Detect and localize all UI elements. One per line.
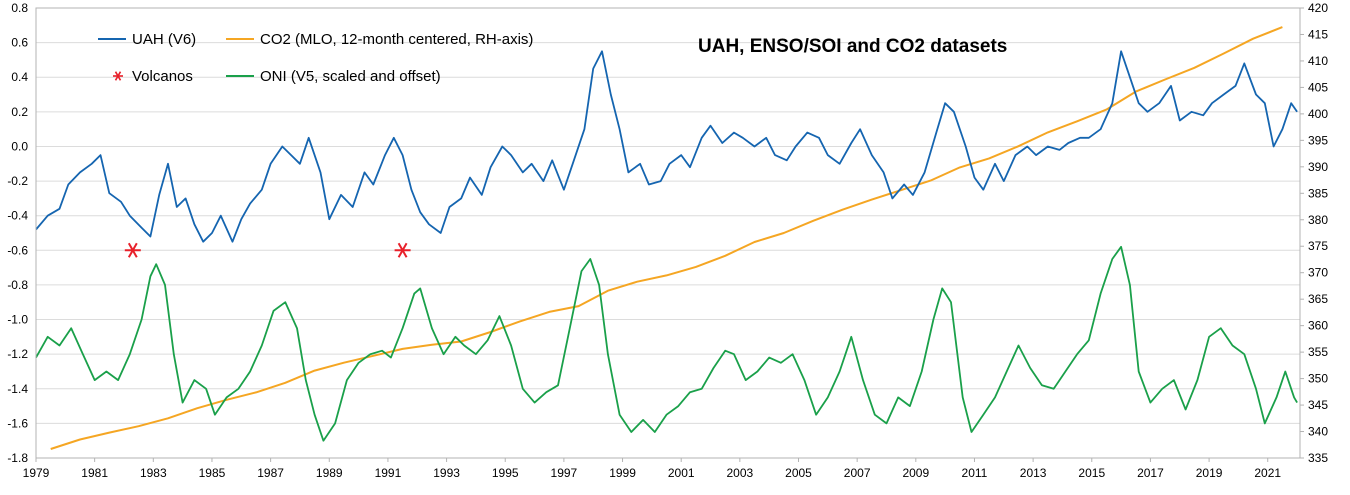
y-right-tick-label: 370 [1308,266,1328,280]
legend-item-co2: CO2 (MLO, 12-month centered, RH-axis) [226,31,533,48]
y-left-tick-label: -1.2 [7,347,28,361]
series-line-co2 [50,26,1283,450]
legend-swatch-volcano-star-icon [113,71,123,81]
chart-title: UAH, ENSO/SOI and CO2 datasets [698,36,1007,57]
plot-frame [35,7,1301,459]
volcano-markers [124,242,411,258]
legend-label-co2: CO2 (MLO, 12-month centered, RH-axis) [260,31,533,48]
y-right-tick-label: 345 [1308,398,1328,412]
y-right-tick-label: 365 [1308,292,1328,306]
x-tick-label: 2003 [726,466,753,480]
x-tick-label: 1993 [433,466,460,480]
y-left-tick-label: 0.0 [11,139,28,153]
y-left-tick-label: -0.6 [7,243,28,257]
y-left-tick-label: 0.6 [11,36,28,50]
legend-item-volcanos: Volcanos [113,68,193,85]
y-right-tick-label: 400 [1308,107,1328,121]
y-left-tick-label: -1.0 [7,313,28,327]
legend-label-uah: UAH (V6) [132,31,196,48]
x-tick-labels: 1979 1981 1983 1985 1987 1989 1991 1993 1995 1997… [23,458,1281,480]
x-tick-label: 2005 [785,466,812,480]
legend-label-oni: ONI (V5, scaled and offset) [260,68,441,85]
y-right-tick-labels: 420 415 410 405 400 395 390 385 380 375 370 365 360 3… [1300,1,1328,465]
y-right-tick-label: 335 [1308,451,1328,465]
y-right-tick-label: 380 [1308,213,1328,227]
volcano-star-icon [394,242,411,258]
x-tick-label: 1991 [375,466,402,480]
x-tick-label: 2017 [1137,466,1164,480]
y-right-tick-label: 405 [1308,80,1328,94]
series-line-uah [35,50,1298,243]
x-tick-label: 1997 [551,466,578,480]
y-right-tick-label: 375 [1308,239,1328,253]
legend-item-uah: UAH (V6) [98,31,196,48]
y-left-tick-label: -0.4 [7,209,28,223]
x-tick-label: 1983 [140,466,167,480]
y-right-tick-label: 415 [1308,27,1328,41]
y-right-tick-label: 420 [1308,1,1328,15]
y-right-tick-label: 395 [1308,133,1328,147]
y-left-tick-label: -1.4 [7,382,28,396]
legend: UAH (V6) CO2 (MLO, 12-month centered, RH… [98,31,533,85]
y-right-tick-label: 385 [1308,186,1328,200]
y-right-tick-label: 390 [1308,160,1328,174]
y-right-tick-label: 340 [1308,425,1328,439]
series-lines [35,26,1298,450]
legend-item-oni: ONI (V5, scaled and offset) [226,68,441,85]
x-tick-label: 1987 [257,466,284,480]
legend-label-volcanos: Volcanos [132,68,193,85]
volcano-star-icon [124,242,141,258]
y-right-tick-label: 410 [1308,54,1328,68]
gridlines [36,7,1300,459]
y-left-tick-label: 0.4 [11,70,28,84]
y-left-tick-label: -0.2 [7,174,28,188]
y-right-tick-label: 360 [1308,319,1328,333]
y-right-tick-label: 350 [1308,372,1328,386]
x-tick-label: 2011 [962,466,988,480]
y-right-tick-label: 355 [1308,345,1328,359]
x-tick-label: 2009 [902,466,929,480]
series-line-oni [35,245,1298,442]
x-tick-label: 1995 [492,466,519,480]
y-left-tick-label: -0.8 [7,278,28,292]
y-left-tick-label: 0.8 [11,1,28,15]
y-left-tick-labels: 0.8 0.6 0.4 0.2 0.0 -0.2 -0.4 -0.6 -0.8 -1.0 -1.2 -… [7,1,28,465]
x-tick-label: 1979 [23,466,50,480]
x-tick-label: 2001 [668,466,695,480]
x-tick-label: 1989 [316,466,343,480]
y-left-tick-label: -1.6 [7,416,28,430]
x-tick-label: 2007 [844,466,871,480]
y-left-tick-label: 0.2 [11,105,28,119]
x-tick-label: 1999 [609,466,636,480]
x-tick-label: 1985 [199,466,226,480]
x-tick-label: 2015 [1078,466,1105,480]
y-left-tick-label: -1.8 [7,451,28,465]
x-tick-label: 2013 [1020,466,1047,480]
x-tick-label: 1981 [81,466,108,480]
x-tick-label: 2021 [1254,466,1281,480]
x-tick-label: 2019 [1196,466,1223,480]
